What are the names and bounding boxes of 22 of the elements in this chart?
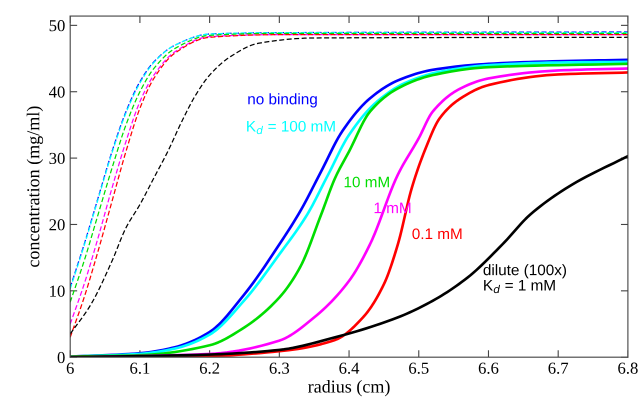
text: no binding: [248, 93, 317, 108]
y-tick-label: 10: [50, 286, 65, 297]
x-tick-label: 6.3: [270, 362, 290, 374]
x-tick-label: 6.7: [548, 362, 568, 374]
x-tick-label: 6.5: [409, 362, 429, 374]
series-label: 0.1 mM: [412, 228, 462, 240]
x-axis-title: radius (cm): [308, 380, 390, 396]
x-tick-label: 6.4: [339, 362, 360, 374]
series-label: K$_{d}$ = 100 mM: [247, 120, 335, 134]
y-tick-label: 0: [58, 352, 65, 364]
x-tick-label: 6.8: [618, 362, 638, 374]
y-tick-label: 40: [48, 86, 65, 98]
y-tick-label: 20: [49, 219, 65, 230]
y-tick-label: 30: [49, 152, 65, 164]
x-tick-label: 6.6: [478, 362, 498, 374]
x-tick-label: 6.2: [200, 362, 220, 374]
y-axis-title: concentration (mg/ml): [26, 106, 44, 267]
series-label: 10 mM: [344, 176, 389, 188]
x-tick-label: 6: [66, 362, 74, 374]
series-label: dilute (100x) K$_{d}$ = 1 mM: [484, 264, 566, 294]
y-tick-label: 50: [50, 20, 65, 32]
x-tick-label: 6.1: [130, 362, 150, 374]
